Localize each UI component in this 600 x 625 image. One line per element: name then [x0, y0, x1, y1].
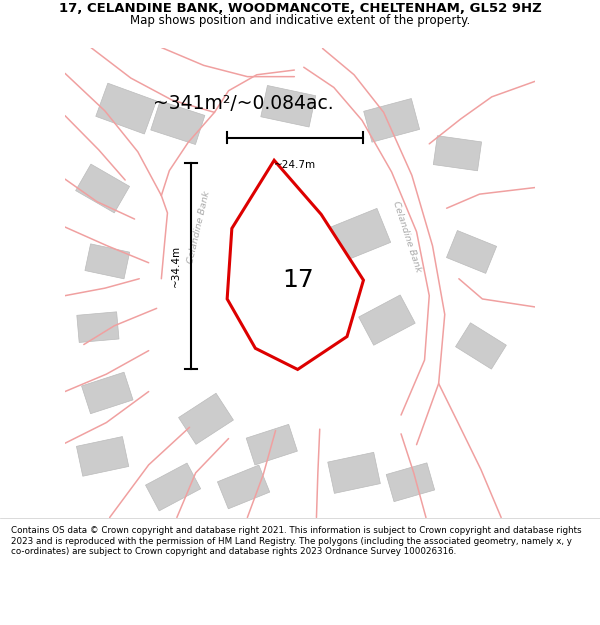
Bar [82, 372, 133, 414]
Bar [146, 463, 200, 511]
Bar [151, 101, 205, 144]
Bar [179, 393, 233, 444]
Bar [77, 312, 119, 342]
Text: Celandine Bank: Celandine Bank [186, 190, 212, 264]
Bar [386, 463, 434, 502]
Bar [364, 99, 419, 142]
Text: ~341m²/~0.084ac.: ~341m²/~0.084ac. [153, 94, 334, 113]
Bar [455, 322, 506, 369]
Bar [261, 86, 316, 127]
Bar [359, 295, 415, 345]
Text: 17, CELANDINE BANK, WOODMANCOTE, CHELTENHAM, GL52 9HZ: 17, CELANDINE BANK, WOODMANCOTE, CHELTEN… [59, 2, 541, 15]
Bar [433, 136, 482, 171]
Text: ~34.4m: ~34.4m [170, 245, 181, 287]
Bar [85, 244, 130, 279]
Bar [246, 424, 298, 465]
Bar [328, 452, 380, 493]
Bar [253, 228, 328, 299]
Bar [76, 437, 129, 476]
Text: Celandine Bank: Celandine Bank [391, 199, 423, 273]
Polygon shape [227, 160, 364, 369]
Text: ~24.7m: ~24.7m [274, 160, 316, 170]
Bar [446, 231, 497, 273]
Bar [327, 208, 391, 262]
Text: Contains OS data © Crown copyright and database right 2021. This information is : Contains OS data © Crown copyright and d… [11, 526, 581, 556]
Bar [76, 164, 130, 213]
Text: 17: 17 [282, 268, 314, 292]
Bar [217, 465, 270, 509]
Bar [96, 83, 157, 134]
Text: Map shows position and indicative extent of the property.: Map shows position and indicative extent… [130, 14, 470, 27]
